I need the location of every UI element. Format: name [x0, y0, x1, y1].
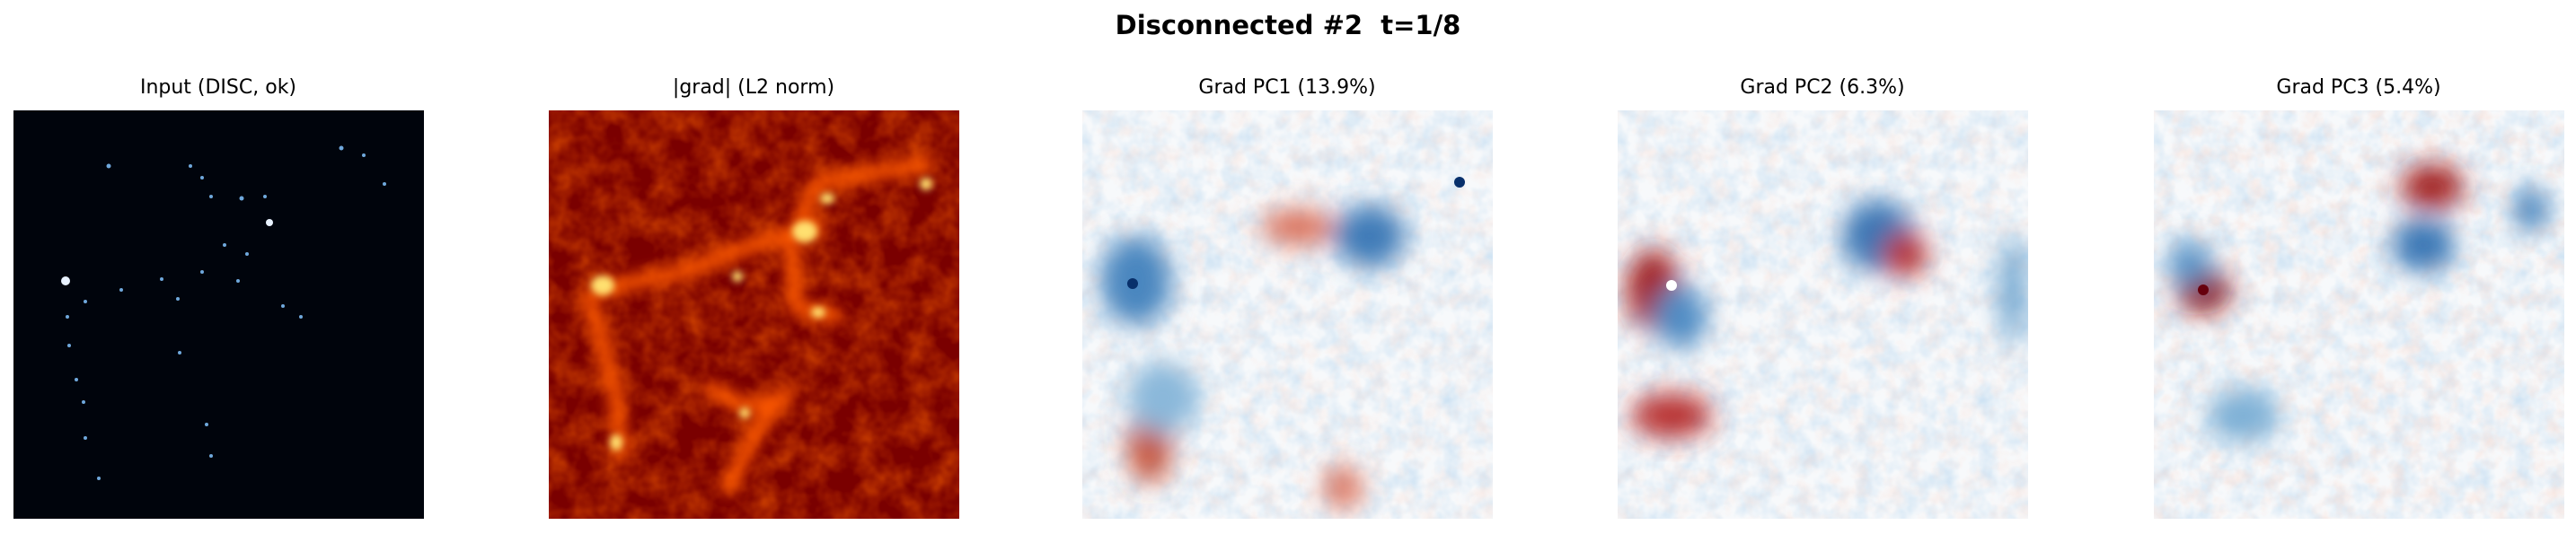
- panel: Grad PC3 (5.4%): [2154, 76, 2564, 519]
- panel: |grad| (L2 norm): [549, 76, 959, 519]
- panel-title: Grad PC2 (6.3%): [1740, 76, 1904, 99]
- particles: [61, 145, 386, 480]
- image: [2154, 110, 2564, 519]
- panel-title: |grad| (L2 norm): [673, 76, 834, 99]
- panel-title: Input (DISC, ok): [140, 76, 296, 99]
- panel: Input (DISC, ok): [13, 76, 424, 519]
- panel-title: Grad PC1 (13.9%): [1198, 76, 1375, 99]
- image: [549, 110, 959, 519]
- panel: Grad PC2 (6.3%): [1618, 76, 2028, 519]
- panel-title: Grad PC3 (5.4%): [2276, 76, 2440, 99]
- image: [1082, 110, 1493, 519]
- image: [1618, 110, 2028, 519]
- figure-title: Disconnected #2 t=1/8: [1116, 10, 1461, 40]
- panel: Grad PC1 (13.9%): [1082, 76, 1493, 519]
- image: [13, 110, 424, 519]
